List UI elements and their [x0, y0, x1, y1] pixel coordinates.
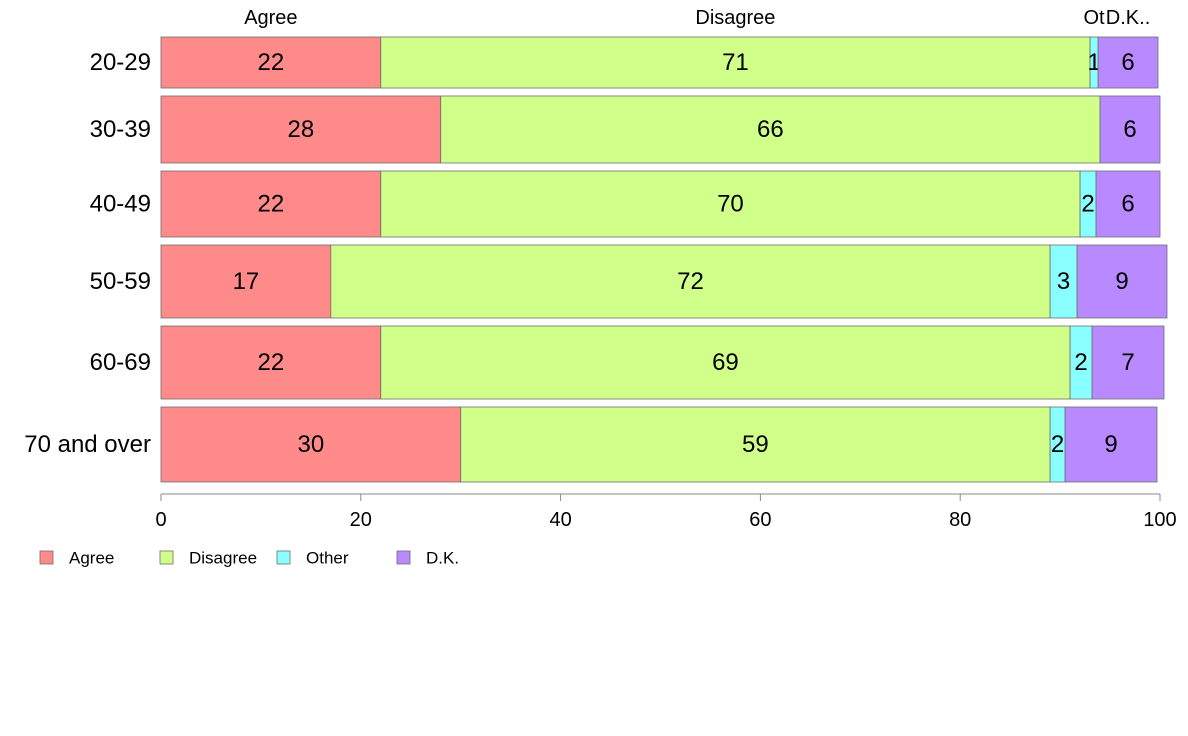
y-tick-label-40-49: 40-49: [90, 191, 151, 218]
bar-segment-d-k-40-49: [1095, 170, 1161, 238]
bar-segment-d-k-60-69: [1091, 325, 1165, 400]
top-label-agree: Agree: [244, 7, 297, 29]
y-tick-label-60-69: 60-69: [90, 349, 151, 376]
x-tick-label-40: 40: [549, 509, 571, 531]
bar-segment-agree-20-29: [160, 36, 382, 89]
data-label-disagree-20-29: 71: [722, 49, 749, 76]
data-label-disagree-50-59: 72: [677, 268, 704, 295]
bar-segment-d-k-50-59: [1076, 244, 1168, 319]
data-label-agree-50-59: 17: [233, 268, 260, 295]
bar-segment-agree-40-49: [160, 170, 382, 238]
data-label-d-k-20-29: 6: [1121, 49, 1134, 76]
data-label-d-k-70-and-over: 9: [1104, 431, 1117, 458]
x-tick-label-0: 0: [155, 509, 166, 531]
bar-segment-d-k-20-29: [1097, 36, 1159, 89]
data-label-d-k-60-69: 7: [1121, 349, 1134, 376]
bar-segment-agree-70-and-over: [160, 406, 462, 483]
x-tick-label-60: 60: [749, 509, 771, 531]
data-label-agree-30-39: 28: [288, 116, 315, 143]
y-tick-label-50-59: 50-59: [90, 268, 151, 295]
legend-swatch-disagree: [159, 550, 174, 565]
bar-segment-disagree-60-69: [380, 325, 1071, 400]
data-label-disagree-60-69: 69: [712, 349, 739, 376]
data-label-disagree-70-and-over: 59: [742, 431, 769, 458]
bar-segment-disagree-30-39: [440, 95, 1101, 164]
legend-label-disagree: Disagree: [189, 549, 257, 568]
data-label-other-70-and-over: 2: [1051, 431, 1064, 458]
data-label-disagree-30-39: 66: [757, 116, 784, 143]
bar-segment-disagree-20-29: [380, 36, 1091, 89]
y-tick-label-30-39: 30-39: [90, 116, 151, 143]
bar-segment-agree-50-59: [160, 244, 332, 319]
x-tick-label-20: 20: [350, 509, 372, 531]
data-label-other-20-29: 1: [1087, 49, 1100, 76]
data-label-agree-20-29: 22: [258, 49, 285, 76]
y-axis-labels: 20-29 30-39 40-49 50-59 60-69 70 and over: [24, 49, 151, 458]
legend-label-other: Other: [306, 549, 349, 568]
data-label-agree-60-69: 22: [258, 349, 285, 376]
data-label-d-k-40-49: 6: [1121, 191, 1134, 218]
data-label-d-k-30-39: 6: [1123, 116, 1136, 143]
top-label-d-k: D.K..: [1106, 7, 1150, 29]
data-label-other-50-59: 3: [1057, 268, 1070, 295]
data-label-d-k-50-59: 9: [1115, 268, 1128, 295]
bar-segment-agree-30-39: [160, 95, 442, 164]
top-label-disagree: Disagree: [695, 7, 775, 29]
bar-segment-disagree-40-49: [380, 170, 1081, 238]
data-label-other-40-49: 2: [1081, 191, 1094, 218]
bar-segment-d-k-30-39: [1099, 95, 1161, 164]
legend-swatch-other: [276, 550, 291, 565]
legend: Agree Disagree Other D.K.: [39, 549, 459, 568]
bars: 22 71 1 628 66 622 70 2 617 72 3 922 69 2 730 59 2 9: [160, 36, 1168, 483]
bar-segment-agree-60-69: [160, 325, 382, 400]
x-tick-label-80: 80: [949, 509, 971, 531]
data-label-disagree-40-49: 70: [717, 191, 744, 218]
bar-segment-disagree-50-59: [330, 244, 1051, 319]
y-tick-label-70-and-over: 70 and over: [24, 431, 151, 458]
x-axis: 0 20 40 60 80 100: [155, 493, 1177, 531]
top-label-other: Ot: [1084, 7, 1106, 29]
legend-swatch-agree: [39, 550, 54, 565]
legend-label-d-k: D.K.: [426, 549, 459, 568]
legend-label-agree: Agree: [69, 549, 114, 568]
data-label-agree-70-and-over: 30: [297, 431, 324, 458]
bar-segment-d-k-70-and-over: [1064, 406, 1158, 483]
y-tick-label-20-29: 20-29: [90, 49, 151, 76]
bar-segment-disagree-70-and-over: [460, 406, 1051, 483]
x-tick-label-100: 100: [1143, 509, 1176, 531]
data-label-agree-40-49: 22: [258, 191, 285, 218]
data-label-other-60-69: 2: [1074, 349, 1087, 376]
top-labels: Agree Disagree Ot D.K..: [244, 7, 1150, 29]
legend-swatch-d-k: [396, 550, 411, 565]
